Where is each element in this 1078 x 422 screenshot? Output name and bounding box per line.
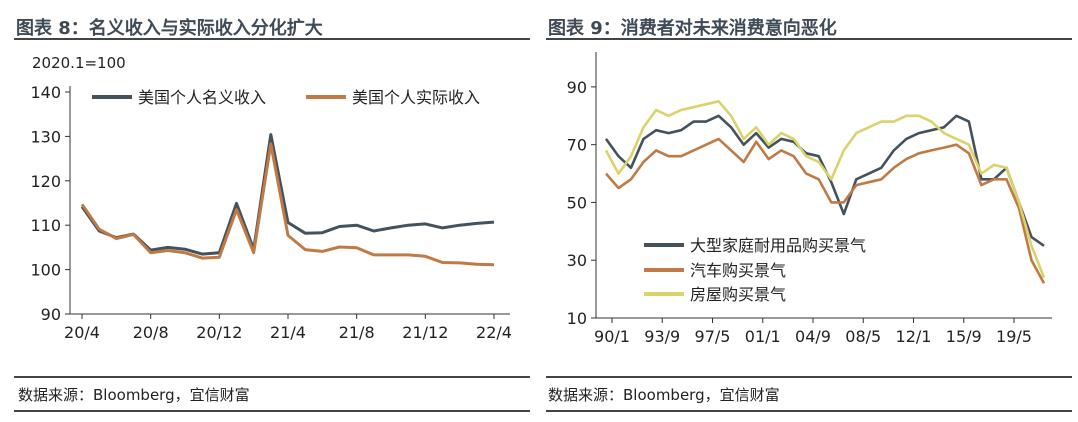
x-tick-label: 21/8: [339, 323, 375, 342]
x-tick-label: 21/4: [270, 323, 306, 342]
x-tick-label: 22/4: [476, 323, 512, 342]
y-tick-label: 70: [567, 136, 587, 155]
y-tick-label: 130: [30, 127, 61, 146]
legend-label-2: 汽车购买景气: [690, 261, 786, 280]
x-tick-label: 08/5: [845, 327, 881, 346]
chart-9-title: 图表 9：消费者对未来消费意向恶化: [548, 18, 837, 39]
legend-label-1: 美国个人名义收入: [138, 88, 266, 107]
series-line-2: [80, 142, 495, 267]
source-rule-top: [546, 376, 1072, 378]
legend-label-3: 房屋购买景气: [690, 285, 786, 304]
x-tick-label: 19/5: [996, 327, 1032, 346]
left-panel: 图表 8：名义收入与实际收入分化扩大 2020.1=100 90 100 110 120…: [0, 0, 530, 422]
x-tick-label: 20/8: [133, 323, 169, 342]
title-rule: [14, 38, 530, 40]
chart-8-title: 图表 8：名义收入与实际收入分化扩大: [16, 18, 323, 39]
x-tick-label: 01/1: [745, 327, 781, 346]
series-line-3: [604, 100, 1046, 279]
x-tick-label: 93/9: [644, 327, 680, 346]
y-tick-label: 120: [30, 172, 61, 191]
right-panel: 图表 9：消费者对未来消费意向恶化 10 30 50 70 90 90/1 93/9 97/5…: [540, 0, 1078, 422]
chart-8-plot: 2020.1=100 90 100 110 120 130 140 20/4 20/8 20/12…: [30, 54, 512, 342]
chart-9-source: 数据来源：Bloomberg，宜信财富: [548, 386, 780, 404]
source-rule-bottom: [14, 410, 530, 412]
title-rule: [546, 38, 1072, 40]
y-tick-label: 90: [567, 78, 587, 97]
x-tick-label: 20/12: [196, 323, 242, 342]
y-tick-label: 10: [567, 309, 587, 328]
x-tick-label: 97/5: [695, 327, 731, 346]
y-tick-label: 50: [567, 193, 587, 212]
series-line-1: [80, 133, 495, 256]
y-tick-label: 110: [30, 216, 61, 235]
legend-label-2: 美国个人实际收入: [352, 88, 480, 107]
series-line-2: [605, 137, 1046, 284]
series-line-1: [604, 114, 1045, 247]
unit-note: 2020.1=100: [32, 54, 126, 72]
x-tick-label: 12/1: [896, 327, 932, 346]
y-tick-label: 90: [41, 305, 61, 324]
x-tick-label: 20/4: [64, 323, 100, 342]
source-rule-top: [14, 376, 530, 378]
source-rule-bottom: [546, 410, 1072, 412]
y-tick-label: 30: [567, 251, 587, 270]
y-tick-label: 100: [30, 261, 61, 280]
x-tick-label: 04/9: [795, 327, 831, 346]
legend-label-1: 大型家庭耐用品购买景气: [690, 236, 866, 255]
x-tick-label: 90/1: [594, 327, 630, 346]
chart-8-source: 数据来源：Bloomberg，宜信财富: [18, 386, 250, 404]
chart-9-plot: 10 30 50 70 90 90/1 93/9 97/5 01/1 04/9 08/5 12/1 15…: [567, 52, 1052, 346]
x-tick-label: 15/9: [946, 327, 982, 346]
y-tick-label: 140: [30, 83, 61, 102]
x-tick-label: 21/12: [402, 323, 448, 342]
